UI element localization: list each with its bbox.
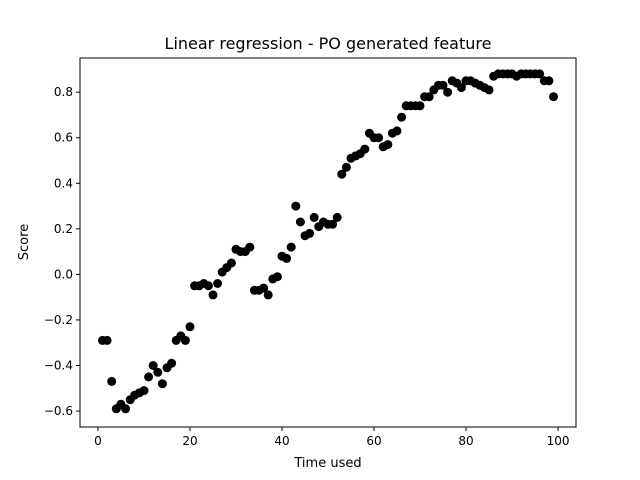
data-point xyxy=(295,217,305,227)
data-point xyxy=(305,228,315,238)
data-point xyxy=(282,253,292,263)
data-point xyxy=(263,290,273,300)
data-point xyxy=(226,258,236,268)
data-point xyxy=(544,76,554,86)
data-point xyxy=(286,242,296,252)
x-tick-label: 0 xyxy=(94,434,102,448)
data-point xyxy=(484,85,494,95)
data-point xyxy=(309,212,319,222)
data-point xyxy=(337,169,347,179)
data-point xyxy=(415,101,425,111)
data-point xyxy=(374,133,384,143)
y-tick-label: 0.2 xyxy=(54,222,73,236)
data-point xyxy=(438,80,448,90)
data-point xyxy=(203,281,213,291)
data-point xyxy=(424,92,434,102)
x-axis-label: Time used xyxy=(293,456,361,471)
y-axis-label: Score xyxy=(17,224,32,260)
data-point xyxy=(153,367,163,377)
data-point xyxy=(167,358,177,368)
y-axis: −0.6 −0.4 −0.2 0.0 0.2 0.4 0.6 0.8 xyxy=(44,85,80,418)
data-point xyxy=(259,283,269,293)
data-point xyxy=(148,361,158,370)
x-axis: 0 20 40 60 80 100 xyxy=(94,427,570,448)
chart-title: Linear regression - PO generated feature xyxy=(165,34,492,53)
x-tick-label: 100 xyxy=(547,434,570,448)
data-point xyxy=(549,92,558,102)
data-point xyxy=(107,376,117,386)
x-tick-label: 20 xyxy=(182,434,197,448)
data-point xyxy=(185,322,195,332)
y-tick-label: 0.8 xyxy=(54,85,73,99)
data-point xyxy=(102,335,112,345)
y-tick-label: 0.6 xyxy=(54,131,73,145)
data-point xyxy=(456,83,466,93)
data-point xyxy=(397,112,407,122)
x-tick-label: 80 xyxy=(458,434,473,448)
plot-area xyxy=(98,69,558,414)
x-tick-label: 40 xyxy=(274,434,289,448)
data-point xyxy=(208,290,218,300)
data-point xyxy=(180,335,190,345)
data-point xyxy=(383,140,393,150)
y-tick-label: −0.4 xyxy=(44,359,73,373)
axes-frame xyxy=(79,57,577,428)
data-point xyxy=(213,279,223,288)
data-point xyxy=(245,242,255,252)
data-point xyxy=(328,219,338,229)
data-point xyxy=(291,201,301,211)
data-point xyxy=(157,379,167,389)
data-point xyxy=(332,212,342,222)
data-point xyxy=(443,87,453,97)
data-point xyxy=(360,144,370,154)
data-point xyxy=(272,272,282,282)
x-tick-label: 60 xyxy=(366,434,381,448)
data-point xyxy=(535,69,545,79)
data-point xyxy=(144,372,154,382)
y-tick-label: 0.4 xyxy=(54,176,73,190)
data-point xyxy=(341,162,351,172)
data-point xyxy=(392,126,402,136)
data-point xyxy=(121,404,131,414)
y-tick-label: 0.0 xyxy=(54,267,73,281)
y-tick-label: −0.6 xyxy=(44,404,73,418)
y-tick-label: −0.2 xyxy=(44,313,73,327)
data-point xyxy=(139,386,149,396)
